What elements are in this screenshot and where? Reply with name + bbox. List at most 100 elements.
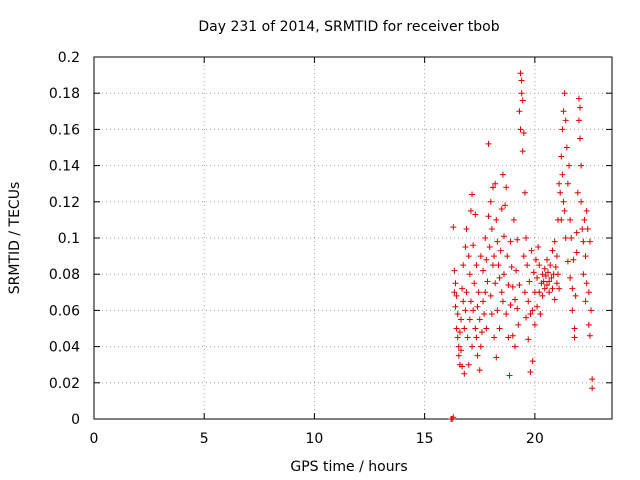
data-point bbox=[471, 280, 478, 287]
data-point bbox=[531, 321, 538, 328]
data-point bbox=[500, 233, 507, 240]
data-point bbox=[551, 238, 558, 245]
data-point bbox=[516, 108, 523, 115]
data-point bbox=[567, 216, 574, 223]
data-point bbox=[532, 256, 539, 263]
data-point bbox=[589, 376, 596, 383]
data-point bbox=[472, 211, 479, 218]
x-tick-label: 5 bbox=[200, 431, 209, 447]
data-point bbox=[489, 262, 496, 269]
data-point bbox=[481, 311, 488, 318]
data-point bbox=[465, 361, 472, 368]
data-point bbox=[556, 180, 563, 187]
data-point bbox=[525, 298, 532, 305]
data-point bbox=[487, 198, 494, 205]
data-point bbox=[454, 334, 461, 341]
data-point bbox=[573, 249, 580, 256]
data-point bbox=[460, 298, 467, 305]
data-point bbox=[543, 256, 550, 263]
data-point bbox=[496, 325, 503, 332]
data-point bbox=[508, 263, 515, 270]
data-point bbox=[536, 289, 543, 296]
data-point bbox=[505, 334, 512, 341]
y-tick-label: 0.02 bbox=[49, 376, 80, 392]
data-point bbox=[472, 325, 479, 332]
data-point bbox=[523, 235, 530, 241]
data-point bbox=[575, 117, 582, 124]
data-point bbox=[562, 117, 569, 124]
data-point bbox=[529, 307, 536, 314]
data-point bbox=[559, 171, 566, 178]
data-point bbox=[467, 207, 474, 214]
data-point bbox=[583, 280, 590, 287]
data-point bbox=[567, 274, 574, 281]
x-tick-label: 20 bbox=[526, 431, 544, 447]
data-point bbox=[460, 262, 467, 269]
data-point bbox=[561, 207, 568, 214]
data-point bbox=[559, 126, 566, 133]
data-point bbox=[496, 274, 503, 281]
data-point bbox=[568, 235, 575, 241]
data-point bbox=[553, 280, 560, 287]
data-point bbox=[571, 325, 578, 332]
data-point bbox=[541, 285, 548, 292]
data-point bbox=[561, 90, 568, 97]
data-point bbox=[473, 334, 480, 341]
data-point bbox=[542, 273, 549, 280]
data-point bbox=[514, 305, 521, 312]
data-point bbox=[548, 274, 555, 281]
data-point bbox=[527, 311, 534, 318]
data-point bbox=[577, 135, 584, 142]
data-point bbox=[450, 414, 457, 421]
data-point bbox=[488, 311, 495, 318]
data-point bbox=[579, 225, 586, 232]
data-point bbox=[463, 225, 470, 232]
data-point bbox=[549, 285, 556, 292]
x-tick-label: 0 bbox=[90, 431, 99, 447]
data-point bbox=[552, 263, 559, 270]
data-point bbox=[578, 198, 585, 205]
y-tick-label: 0.2 bbox=[58, 50, 80, 66]
data-point bbox=[536, 262, 543, 269]
data-point bbox=[477, 253, 484, 260]
data-point bbox=[537, 311, 544, 318]
data-point bbox=[524, 262, 531, 269]
data-point bbox=[560, 108, 567, 115]
data-point bbox=[503, 311, 510, 318]
data-point bbox=[459, 363, 466, 370]
data-point bbox=[466, 271, 473, 278]
data-points bbox=[448, 70, 596, 422]
data-point bbox=[539, 292, 546, 299]
data-point bbox=[547, 262, 554, 269]
x-tick-label: 15 bbox=[416, 431, 434, 447]
data-point bbox=[458, 316, 465, 323]
data-point bbox=[582, 298, 589, 305]
data-point bbox=[455, 352, 462, 359]
data-point bbox=[505, 282, 512, 289]
data-point bbox=[573, 229, 580, 236]
data-point bbox=[461, 370, 468, 377]
data-point bbox=[562, 235, 569, 241]
chart-title: Day 231 of 2014, SRMTID for receiver tbo… bbox=[198, 19, 499, 35]
y-tick-label: 0.06 bbox=[49, 303, 80, 319]
y-tick-label: 0.18 bbox=[49, 86, 80, 102]
data-point bbox=[504, 253, 511, 260]
data-point bbox=[491, 334, 498, 341]
data-point bbox=[569, 285, 576, 292]
data-point bbox=[452, 303, 459, 310]
x-tick-label: 10 bbox=[306, 431, 324, 447]
y-tick-label: 0.14 bbox=[49, 159, 80, 175]
data-point bbox=[588, 307, 595, 314]
data-point bbox=[509, 283, 516, 290]
data-point bbox=[484, 278, 491, 285]
data-point bbox=[467, 298, 474, 305]
data-point bbox=[563, 144, 570, 151]
data-point bbox=[509, 332, 516, 339]
data-point bbox=[586, 332, 593, 339]
data-point bbox=[477, 343, 484, 350]
data-point bbox=[540, 278, 547, 285]
data-point bbox=[581, 216, 588, 223]
y-axis-label: SRMTID / TECUs bbox=[7, 182, 23, 295]
data-point bbox=[507, 238, 514, 245]
data-point bbox=[572, 292, 579, 299]
